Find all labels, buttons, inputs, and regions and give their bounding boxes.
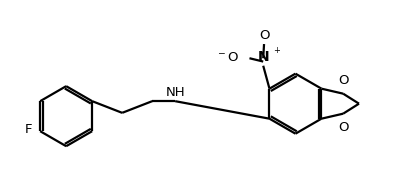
Text: F: F — [25, 123, 33, 136]
Text: O: O — [259, 29, 269, 42]
Text: $^+$: $^+$ — [273, 47, 282, 60]
Text: O: O — [339, 121, 349, 134]
Text: O: O — [339, 74, 349, 87]
Text: N: N — [257, 50, 269, 64]
Text: NH: NH — [165, 86, 185, 99]
Text: $^-$O: $^-$O — [216, 51, 239, 64]
